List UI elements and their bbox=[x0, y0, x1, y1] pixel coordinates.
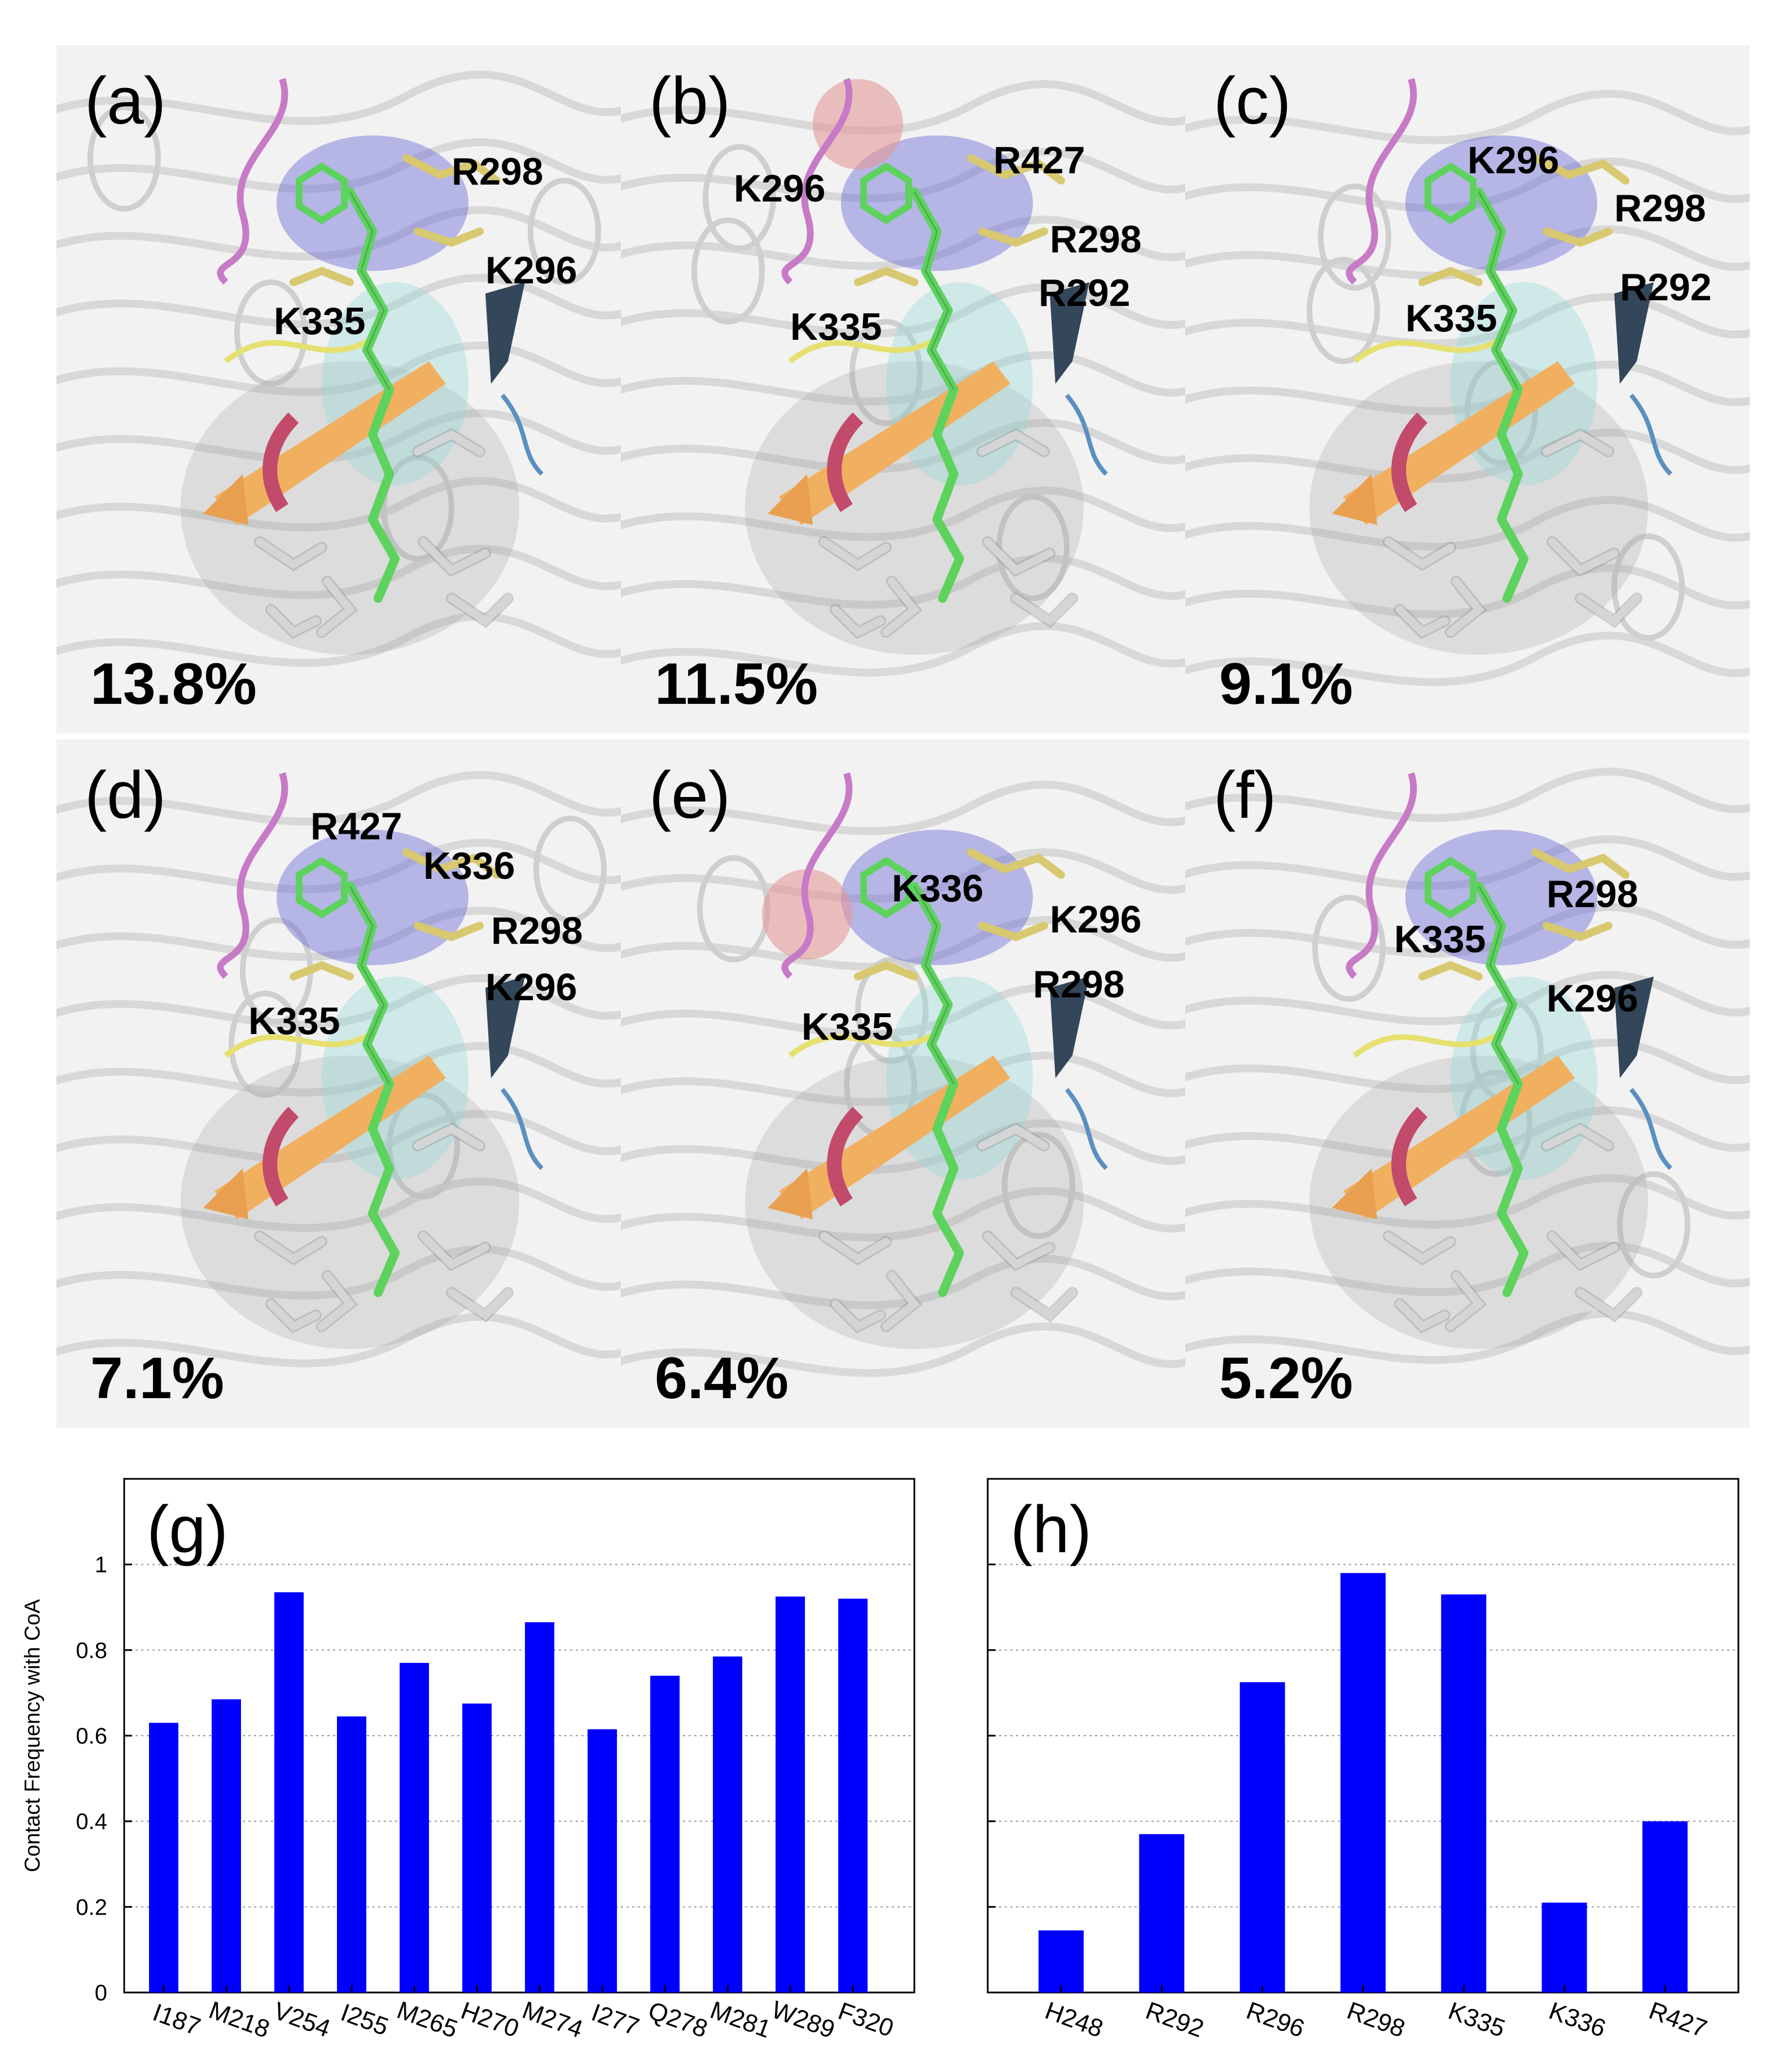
y-axis-label: Contact Frequency with CoA bbox=[21, 1599, 45, 1872]
residue-label: R298 bbox=[1050, 218, 1142, 261]
bar bbox=[1139, 1834, 1185, 1992]
panel-letter: (h) bbox=[1010, 1492, 1092, 1567]
protein-rendering bbox=[1185, 78, 1750, 686]
x-category-label: I255 bbox=[337, 1999, 392, 2041]
cluster-population-percent: 13.8% bbox=[90, 651, 257, 717]
y-tick-label: 1 bbox=[95, 1553, 107, 1578]
protein-rendering bbox=[621, 772, 1185, 1377]
structure-panel-a: (a) 13.8% R298 K296 K335 bbox=[56, 45, 621, 734]
structure-panel-c: (c) 9.1% K296 R298 R292 K335 bbox=[1185, 45, 1750, 734]
residue-label: R298 bbox=[452, 150, 544, 193]
residue-label: R292 bbox=[1620, 266, 1712, 309]
protein-rendering bbox=[621, 78, 1185, 677]
residue-label: R298 bbox=[1546, 873, 1638, 916]
structure-panel-d: (d) 7.1% R427 K336 R298 K296 K335 bbox=[56, 739, 621, 1428]
panel-letter: (e) bbox=[649, 758, 731, 833]
bar bbox=[400, 1663, 430, 1992]
bar bbox=[1441, 1594, 1487, 1992]
structure-panel-f: (f) 5.2% R298 K335 K296 bbox=[1185, 739, 1750, 1428]
x-category-label: W289 bbox=[768, 1996, 839, 2044]
residue-label: R298 bbox=[491, 909, 583, 952]
bar bbox=[838, 1599, 868, 1992]
x-category-label: M281 bbox=[707, 1996, 774, 2044]
bar bbox=[1642, 1821, 1688, 1992]
bar bbox=[337, 1716, 367, 1992]
x-category-label: V254 bbox=[270, 1997, 334, 2043]
residue-label: K335 bbox=[801, 1005, 893, 1048]
x-category-label: H270 bbox=[457, 1996, 523, 2043]
bar bbox=[1340, 1573, 1386, 1992]
residue-label: K335 bbox=[790, 305, 882, 348]
bar bbox=[1239, 1682, 1285, 1992]
x-category-label: R427 bbox=[1645, 1996, 1711, 2043]
bar bbox=[713, 1656, 743, 1992]
residue-label: R427 bbox=[310, 805, 402, 848]
bar bbox=[650, 1675, 680, 1992]
x-category-label: F320 bbox=[835, 1997, 897, 2042]
residue-label: K335 bbox=[248, 1000, 340, 1043]
residue-label: K335 bbox=[1405, 297, 1497, 340]
structure-panel-b: (b) 11.5% R427 K296 R298 R292 K335 bbox=[621, 45, 1185, 734]
y-tick-label: 0 bbox=[95, 1981, 107, 2005]
cluster-population-percent: 6.4% bbox=[655, 1346, 789, 1411]
x-category-label: I187 bbox=[149, 1999, 204, 2041]
y-tick-label: 0.4 bbox=[76, 1810, 107, 1834]
x-category-label: H248 bbox=[1041, 1996, 1107, 2043]
bar bbox=[462, 1703, 492, 1992]
bar bbox=[274, 1592, 304, 1992]
x-category-label: R292 bbox=[1142, 1996, 1207, 2043]
x-category-label: I277 bbox=[588, 1999, 642, 2041]
residue-label: R427 bbox=[993, 139, 1085, 182]
bar bbox=[588, 1729, 617, 1992]
residue-label: K296 bbox=[734, 167, 826, 210]
residue-label: R298 bbox=[1614, 187, 1706, 230]
cluster-population-percent: 7.1% bbox=[90, 1346, 225, 1411]
residue-label: R292 bbox=[1039, 271, 1131, 314]
bar bbox=[149, 1723, 178, 1992]
residue-label: K335 bbox=[274, 300, 366, 343]
x-category-label: M218 bbox=[205, 1996, 273, 2044]
residue-label: K335 bbox=[1394, 918, 1486, 961]
y-tick-label: 0.8 bbox=[76, 1638, 107, 1663]
x-category-label: M274 bbox=[519, 1996, 586, 2044]
residue-label: K296 bbox=[485, 966, 577, 1009]
bar bbox=[525, 1622, 555, 1992]
residue-label: K336 bbox=[423, 844, 515, 887]
x-category-label: K335 bbox=[1445, 1997, 1509, 2043]
x-category-label: M265 bbox=[393, 1996, 461, 2044]
residue-label: K296 bbox=[485, 249, 577, 292]
contact-frequency-charts: 0 0.2 0.4 0.6 0.8 1 Contact Frequency with CoA… bbox=[21, 1478, 1740, 2044]
cluster-population-percent: 11.5% bbox=[655, 651, 818, 717]
panel-letter: (b) bbox=[649, 64, 731, 138]
protein-rendering bbox=[56, 771, 621, 1368]
panel-letter: (g) bbox=[147, 1492, 228, 1567]
panel-letter: (f) bbox=[1213, 758, 1277, 833]
x-category-label: K336 bbox=[1545, 1997, 1609, 2043]
x-category-label: R296 bbox=[1243, 1996, 1308, 2043]
y-tick-label: 0.2 bbox=[76, 1895, 107, 1920]
x-category-label: Q278 bbox=[645, 1996, 711, 2043]
panel-letter: (c) bbox=[1213, 64, 1291, 138]
residue-label: K296 bbox=[1546, 977, 1638, 1020]
x-category-label: R298 bbox=[1343, 1996, 1409, 2043]
bar bbox=[1541, 1902, 1587, 1992]
y-tick-label: 0.6 bbox=[76, 1724, 107, 1749]
protein-rendering bbox=[56, 71, 621, 667]
cluster-population-percent: 9.1% bbox=[1219, 651, 1353, 717]
bar bbox=[775, 1596, 805, 1992]
residue-label: K296 bbox=[1467, 139, 1559, 182]
panel-letter: (d) bbox=[85, 758, 167, 833]
bar-chart-h: (h) H248 R292 R296 R298 K335 K336 R427 bbox=[987, 1478, 1740, 2043]
bar bbox=[1039, 1930, 1084, 1992]
bar bbox=[212, 1699, 242, 1992]
bar-chart-g: 0 0.2 0.4 0.6 0.8 1 Contact Frequency with CoA… bbox=[21, 1478, 915, 2044]
residue-label: K336 bbox=[892, 867, 984, 910]
residue-label: K296 bbox=[1050, 898, 1142, 941]
structure-panel-e: (e) 6.4% K336 K296 R298 K335 bbox=[621, 739, 1185, 1428]
residue-label: R298 bbox=[1033, 963, 1125, 1006]
protein-rendering bbox=[1185, 768, 1750, 1364]
panel-letter: (a) bbox=[85, 64, 167, 138]
cluster-population-percent: 5.2% bbox=[1219, 1346, 1353, 1411]
